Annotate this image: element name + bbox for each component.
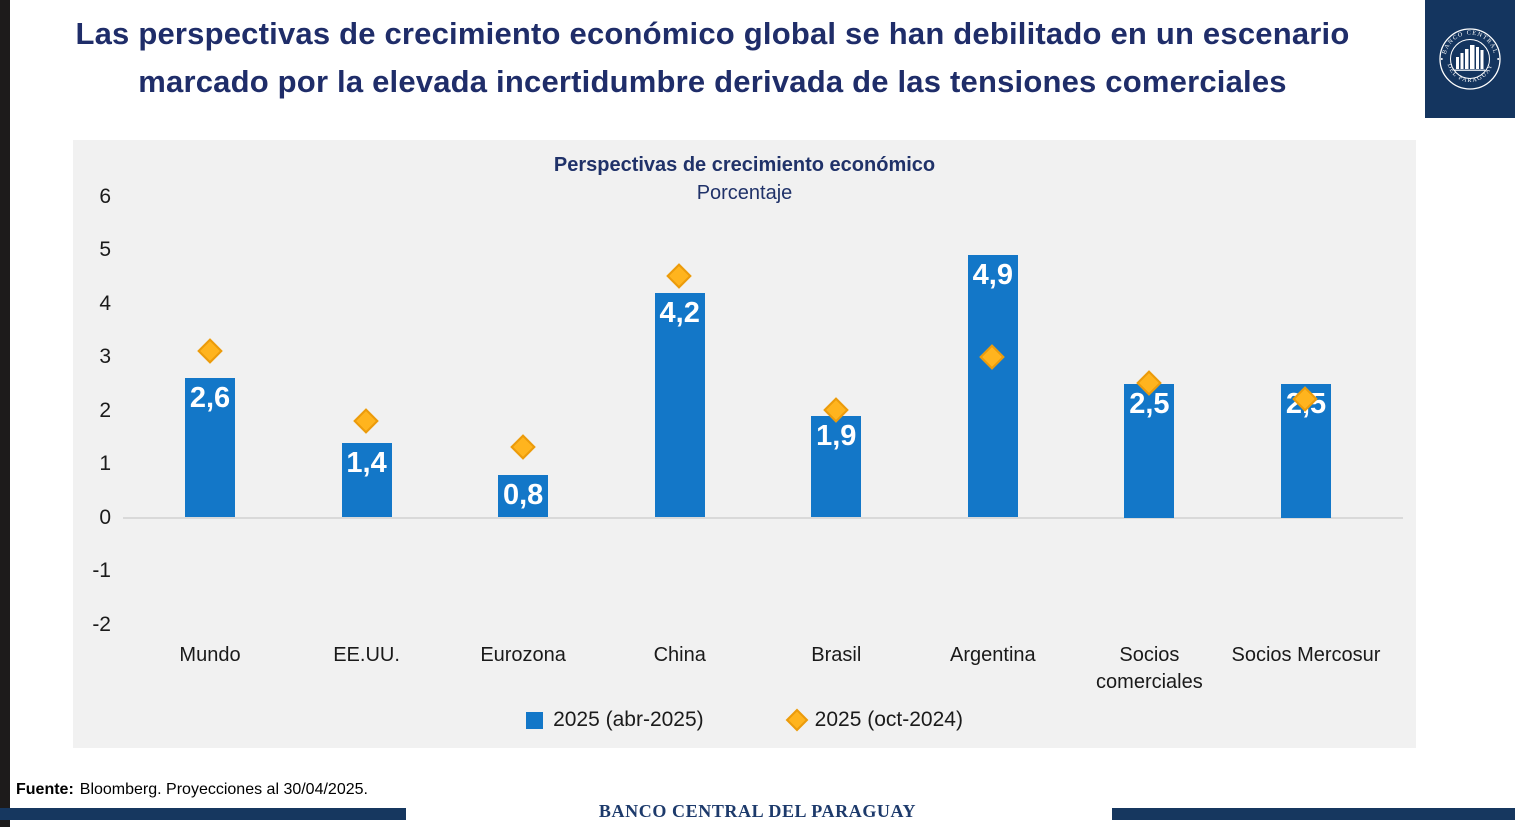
seal-building-icon xyxy=(1454,45,1485,71)
diamond-marker xyxy=(196,338,223,364)
source-label: Fuente: xyxy=(16,781,74,798)
y-tick-label: -1 xyxy=(92,559,111,582)
chart-title: Perspectivas de crecimiento económico xyxy=(553,154,936,176)
x-axis-line xyxy=(123,516,1403,519)
y-tick-label: 6 xyxy=(99,184,111,208)
bar-value-label: 2,6 xyxy=(189,382,231,415)
legend-item-bar-series: 2025 (abr-2025) xyxy=(526,708,704,732)
bar-value-label: 4,9 xyxy=(972,259,1013,292)
bar-brasil xyxy=(811,415,862,518)
svg-text:BANCO CENTRAL: BANCO CENTRAL xyxy=(1441,29,1499,55)
diamond-marker xyxy=(509,434,536,461)
x-tick-label: Brasil xyxy=(811,644,862,666)
bcp-seal-icon: BANCO CENTRAL DEL PARAGUAY xyxy=(1439,28,1501,90)
legend-bar-swatch-icon xyxy=(526,711,544,729)
bar-china xyxy=(654,292,705,518)
diamond-marker xyxy=(666,263,692,289)
x-tick-label: Socios Mercosur xyxy=(1231,644,1381,666)
bar-eurozona xyxy=(498,474,549,518)
y-tick-label: 5 xyxy=(99,238,111,261)
bar-socios-comerciales xyxy=(1124,383,1175,518)
bar-argentina xyxy=(967,255,1018,518)
bcp-logo: BANCO CENTRAL DEL PARAGUAY xyxy=(1425,0,1515,118)
legend-item-diamond-series: 2025 (oct-2024) xyxy=(785,708,963,732)
x-tick-label: Mundo xyxy=(179,644,241,666)
bar-value-label: 4,2 xyxy=(659,296,700,329)
y-tick-label: 2 xyxy=(99,398,111,422)
bar-value-label: 1,9 xyxy=(816,419,857,452)
bank-name: BANCO CENTRAL DEL PARAGUAY xyxy=(598,801,917,821)
page-title-line2: marcado por la elevada incertidumbre der… xyxy=(138,64,1287,99)
y-tick-label: -2 xyxy=(92,612,111,636)
footer-bar-left xyxy=(0,808,406,820)
y-tick-label: 1 xyxy=(99,452,111,475)
seal-arc-top-text: BANCO CENTRAL xyxy=(1441,29,1498,55)
legend-bar-label: 2025 (abr-2025) xyxy=(553,708,704,731)
page-title: Las perspectivas de crecimiento económic… xyxy=(40,10,1385,106)
y-tick-label: 4 xyxy=(99,291,111,315)
x-tick-label: Eurozona xyxy=(480,644,566,666)
bar-ee-uu- xyxy=(341,442,392,518)
x-tick-label: Socios comerciales xyxy=(1096,644,1203,693)
page-title-line1: Las perspectivas de crecimiento económic… xyxy=(75,16,1350,51)
x-tick-label: China xyxy=(653,644,706,666)
y-tick-label: 0 xyxy=(99,505,111,529)
legend-diamond-label: 2025 (oct-2024) xyxy=(814,708,963,731)
y-tick-label: 3 xyxy=(99,345,111,368)
left-edge-strip xyxy=(0,0,10,827)
legend-diamond-swatch-icon xyxy=(785,708,808,732)
source-note: Fuente: Bloomberg. Proyecciones al 30/04/… xyxy=(16,781,368,799)
bar-value-label: 0,8 xyxy=(502,478,544,511)
chart-legend: 2025 (abr-2025) 2025 (oct-2024) xyxy=(73,708,1416,732)
footer-bar-right xyxy=(1112,808,1515,820)
source-text: Bloomberg. Proyecciones al 30/04/2025. xyxy=(79,781,368,798)
x-tick-label: Argentina xyxy=(950,644,1036,666)
chart-panel: Perspectivas de crecimiento económico Po… xyxy=(73,140,1416,748)
bar-value-label: 1,4 xyxy=(346,446,387,479)
bar-mundo xyxy=(185,378,235,518)
chart-subtitle: Porcentaje xyxy=(696,182,793,204)
x-tick-label: EE.UU. xyxy=(333,644,400,666)
diamond-marker xyxy=(353,407,379,434)
